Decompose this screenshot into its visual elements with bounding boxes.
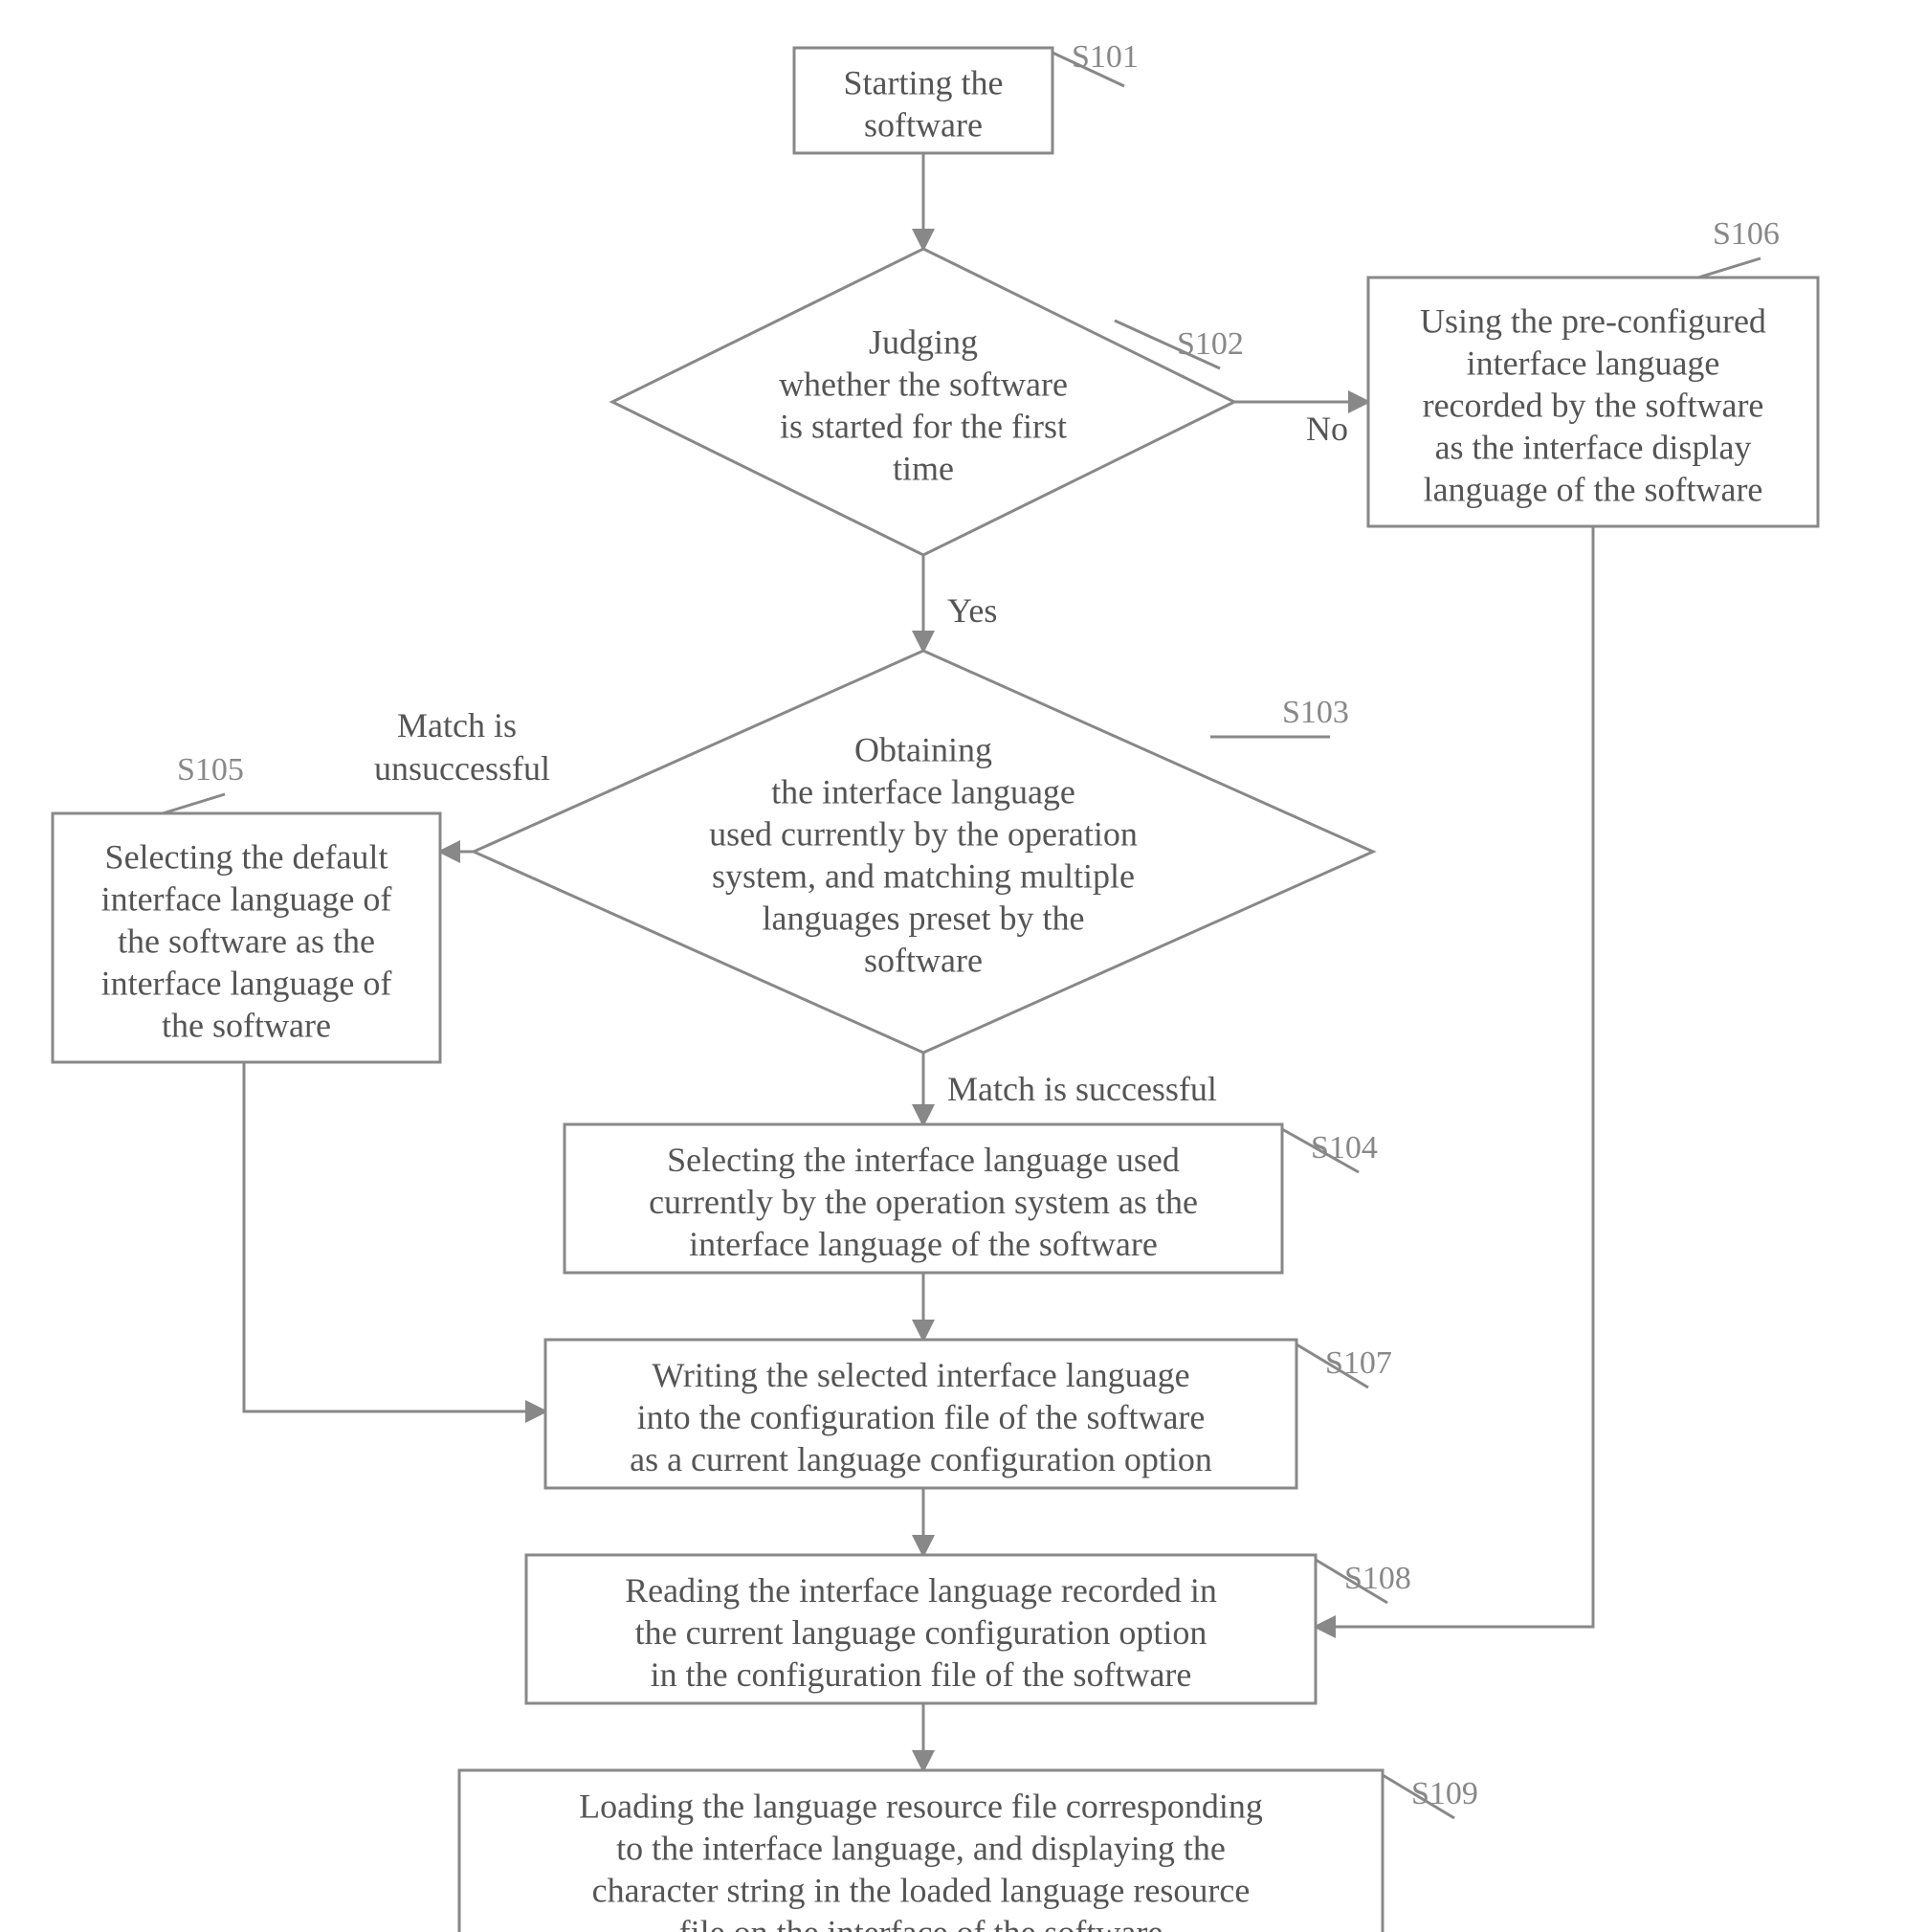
step-label: S106 <box>1713 216 1780 252</box>
step-label: S102 <box>1177 326 1244 362</box>
flow-node-s109: Loading the language resource file corre… <box>459 1770 1478 1932</box>
flow-arrow <box>1316 526 1593 1627</box>
flow-node-s106: Using the pre-configuredinterface langua… <box>1368 216 1818 526</box>
step-label: S105 <box>177 752 244 788</box>
edge-label: Match is successful <box>947 1070 1217 1108</box>
step-label: S103 <box>1282 695 1349 730</box>
flow-node-s104: Selecting the interface language usedcur… <box>565 1124 1378 1273</box>
edge-label: Yes <box>947 591 997 630</box>
step-label: S101 <box>1072 39 1139 75</box>
flow-node-s102: Judgingwhether the softwareis started fo… <box>612 249 1244 555</box>
svg-text:Selecting the interface langua: Selecting the interface language usedcur… <box>649 1141 1198 1263</box>
step-label: S108 <box>1344 1561 1411 1596</box>
step-label: S104 <box>1311 1130 1378 1166</box>
flow-node-s107: Writing the selected interface languagei… <box>545 1340 1392 1488</box>
flow-node-s101: Starting thesoftwareS101 <box>794 39 1139 153</box>
flowchart-canvas: Yes No Match is successful Match is unsucces… <box>0 0 1905 1932</box>
flow-arrow <box>244 1062 545 1411</box>
step-label: S109 <box>1411 1776 1478 1811</box>
step-label: S107 <box>1325 1345 1392 1381</box>
edge-label: No <box>1306 410 1348 448</box>
svg-text:Writing the selected interface: Writing the selected interface languagei… <box>630 1356 1212 1478</box>
flow-node-s103: Obtainingthe interface languageused curr… <box>474 651 1373 1053</box>
flow-node-s108: Reading the interface language recorded … <box>526 1555 1411 1703</box>
svg-text:Reading the interface language: Reading the interface language recorded … <box>625 1571 1217 1694</box>
edge-label: unsuccessful <box>374 749 550 788</box>
edge-label: Match is <box>397 706 517 744</box>
flow-node-s105: Selecting the defaultinterface language … <box>53 752 440 1062</box>
svg-text:Using the pre-configuredinterf: Using the pre-configuredinterface langua… <box>1420 301 1766 508</box>
